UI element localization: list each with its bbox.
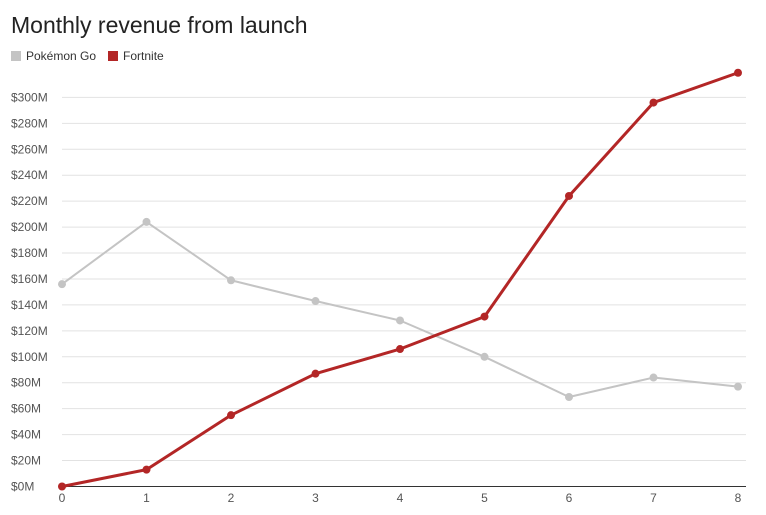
- data-point-pokemon-go: [565, 393, 573, 402]
- y-tick-label: $280M: [11, 116, 48, 130]
- x-tick-label: 8: [735, 491, 742, 505]
- legend-item-pokemon-go: Pokémon Go: [11, 49, 96, 63]
- chart-title: Monthly revenue from launch: [11, 12, 308, 38]
- x-tick-label: 0: [59, 491, 66, 505]
- x-tick-label: 1: [143, 491, 150, 505]
- y-tick-label: $240M: [11, 168, 48, 182]
- legend: Pokémon Go Fortnite: [11, 49, 176, 63]
- y-tick-label: $160M: [11, 272, 48, 286]
- legend-label-fortnite: Fortnite: [123, 49, 164, 63]
- data-point-fortnite: [396, 345, 404, 354]
- data-point-fortnite: [565, 191, 573, 200]
- series-line-pokemon-go: [61, 220, 739, 399]
- data-point-fortnite: [480, 312, 489, 321]
- data-point-pokemon-go: [227, 276, 235, 285]
- y-tick-label: $100M: [11, 350, 48, 364]
- x-tick-label: 4: [397, 491, 404, 505]
- y-tick-label: $0M: [11, 480, 34, 494]
- x-tick-label: 7: [650, 491, 657, 505]
- y-tick-label: $120M: [11, 324, 48, 338]
- data-point-pokemon-go: [311, 297, 320, 306]
- data-point-pokemon-go: [649, 373, 658, 382]
- legend-label-pokemon-go: Pokémon Go: [26, 49, 97, 63]
- data-point-fortnite: [649, 98, 658, 107]
- data-point-fortnite: [311, 369, 320, 378]
- y-tick-label: $220M: [11, 194, 48, 208]
- legend-swatch-pokemon-go: [11, 51, 21, 61]
- data-point-pokemon-go: [480, 352, 489, 361]
- x-tick-label: 5: [481, 491, 488, 505]
- y-tick-label: $80M: [11, 376, 41, 390]
- data-point-fortnite: [58, 482, 66, 491]
- legend-item-fortnite: Fortnite: [108, 49, 164, 63]
- y-tick-label: $20M: [11, 454, 41, 468]
- data-point-pokemon-go: [142, 217, 151, 226]
- y-tick-label: $60M: [11, 402, 41, 416]
- y-tick-label: $180M: [11, 246, 48, 260]
- data-point-fortnite: [142, 465, 151, 474]
- data-points: [58, 68, 742, 491]
- series-lines: [61, 71, 739, 488]
- y-tick-label: $300M: [11, 90, 48, 104]
- data-point-fortnite: [227, 411, 235, 420]
- x-tick-label: 3: [312, 491, 319, 505]
- y-tick-label: $140M: [11, 298, 48, 312]
- x-tick-label: 2: [228, 491, 235, 505]
- data-point-fortnite: [734, 68, 742, 77]
- series-line-fortnite: [61, 71, 739, 488]
- data-point-pokemon-go: [396, 316, 404, 325]
- data-point-pokemon-go: [58, 280, 66, 289]
- legend-swatch-fortnite: [108, 51, 119, 61]
- x-axis-labels: 0 1 2 3 4 5 6 7 8: [59, 491, 742, 505]
- gridlines: [62, 96, 746, 462]
- x-tick-label: 6: [566, 491, 573, 505]
- y-axis-labels: $0M $20M $40M $60M $80M $100M $120M $140M $160M $…: [11, 90, 48, 493]
- data-point-pokemon-go: [734, 382, 742, 391]
- y-tick-label: $260M: [11, 142, 48, 156]
- y-tick-label: $200M: [11, 220, 48, 234]
- y-tick-label: $40M: [11, 428, 41, 442]
